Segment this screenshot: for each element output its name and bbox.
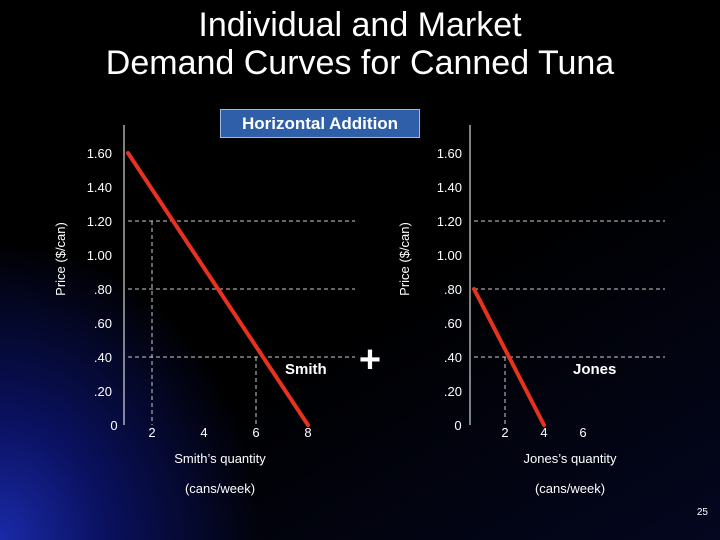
horizontal-addition-badge: Horizontal Addition — [220, 109, 420, 138]
smith-y-tick-label: 1.20 — [87, 214, 112, 229]
jones-y-tick-label: 1.40 — [437, 180, 462, 195]
smith-y-axis-label: Price ($/can) — [53, 222, 68, 296]
jones-y-tick-label: .40 — [444, 350, 462, 365]
jones-curve-label: Jones — [573, 361, 616, 378]
smith-y-tick-label: .80 — [94, 282, 112, 297]
smith-x-tick-label: 4 — [200, 425, 207, 440]
jones-y-tick-label: 1.00 — [437, 248, 462, 263]
smith-x-tick-label: 8 — [304, 425, 311, 440]
smith-y-tick-label: 1.60 — [87, 146, 112, 161]
jones-y-tick-label: .60 — [444, 316, 462, 331]
smith-y-tick-label: 1.40 — [87, 180, 112, 195]
jones-demand-curve — [472, 287, 546, 427]
smith-y-tick-label: .40 — [94, 350, 112, 365]
smith-origin-label: 0 — [110, 418, 117, 433]
jones-x-axis-label: Jones’s quantity — [524, 451, 617, 466]
smith-demand-curve — [126, 151, 310, 427]
jones-x-tick-label: 4 — [540, 425, 547, 440]
smith-curve-label: Smith — [285, 361, 327, 378]
jones-origin-label: 0 — [454, 418, 461, 433]
smith-y-tick-label: .20 — [94, 384, 112, 399]
jones-y-axis-label: Price ($/can) — [397, 222, 412, 296]
jones-y-tick-label: 1.20 — [437, 214, 462, 229]
jones-y-tick-label: .80 — [444, 282, 462, 297]
smith-x-tick-label: 6 — [252, 425, 259, 440]
jones-y-tick-label: .20 — [444, 384, 462, 399]
jones-x-tick-label: 6 — [579, 425, 586, 440]
smith-x-axis-label: Smith’s quantity — [174, 451, 266, 466]
title-line-2: Demand Curves for Canned Tuna — [105, 44, 615, 82]
plus-sign: + — [359, 339, 381, 381]
smith-y-tick-label: .60 — [94, 316, 112, 331]
smith-y-tick-label: 1.00 — [87, 248, 112, 263]
title-line-1: Individual and Market — [198, 6, 522, 44]
slide-number: 25 — [696, 507, 708, 518]
jones-y-tick-label: 1.60 — [437, 146, 462, 161]
smith-x-axis-unit: (cans/week) — [185, 481, 255, 496]
smith-x-tick-label: 2 — [148, 425, 155, 440]
slide-title: Individual and Market Demand Curves for … — [0, 6, 720, 82]
jones-x-tick-label: 2 — [501, 425, 508, 440]
jones-x-axis-unit: (cans/week) — [535, 481, 605, 496]
